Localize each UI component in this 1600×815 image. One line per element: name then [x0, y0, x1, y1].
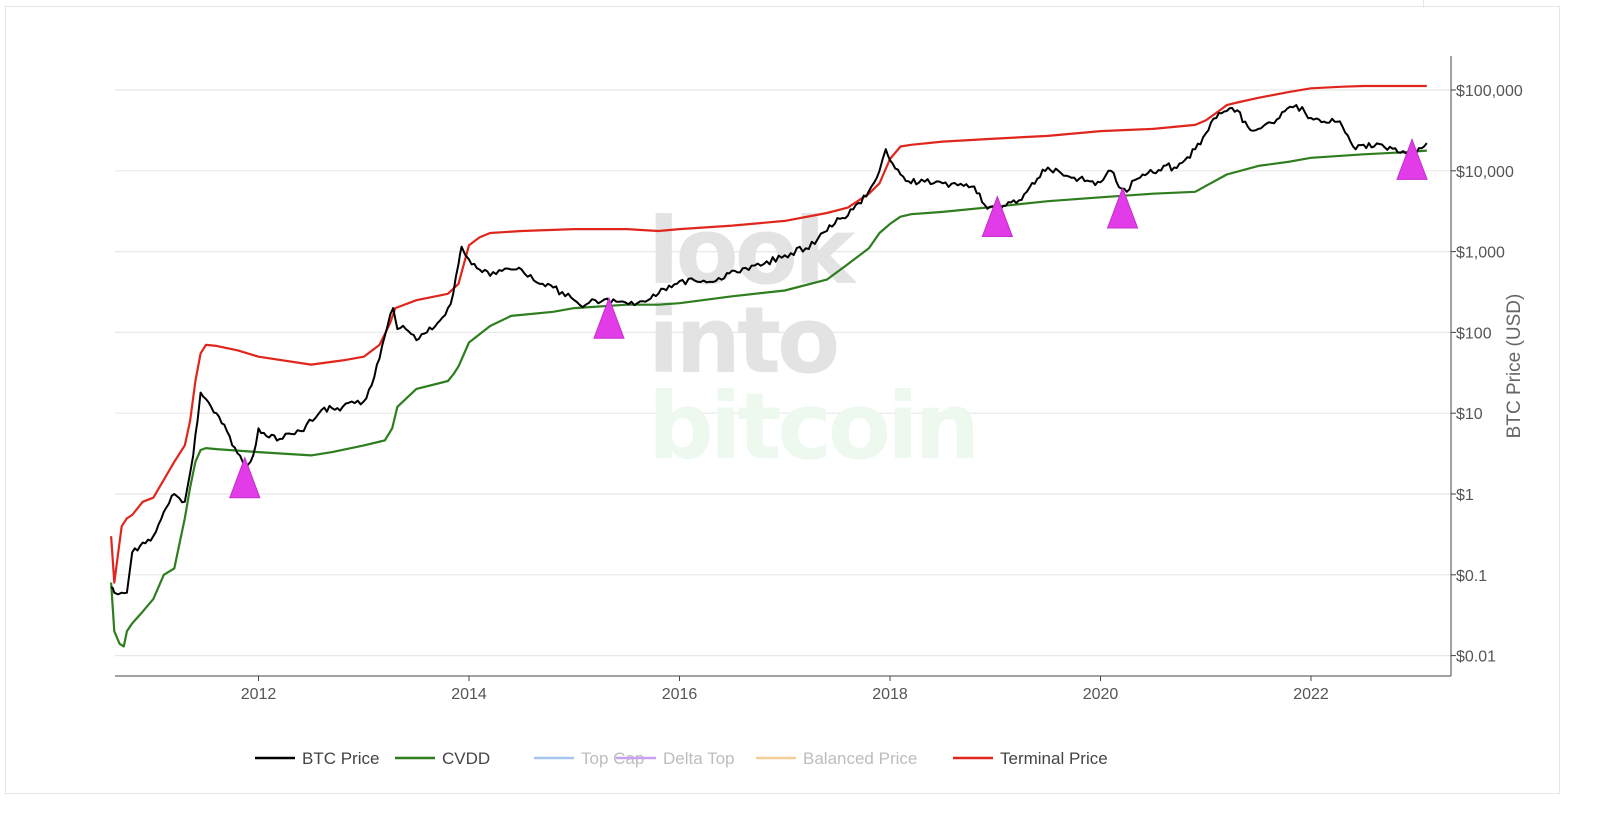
watermark: look into bitcoin — [648, 198, 980, 480]
chart-frame — [5, 6, 1560, 794]
y-tick-label: $0.01 — [1456, 649, 1496, 666]
legend-item-top-cap[interactable]: Top Cap — [534, 749, 644, 768]
btc-price-line — [110, 104, 1428, 596]
legend-item-balanced-price[interactable]: Balanced Price — [756, 749, 917, 768]
y-tick-label: $1,000 — [1456, 245, 1505, 262]
legend-item-delta-top[interactable]: Delta Top — [616, 749, 735, 768]
legend-label: Top Cap — [581, 749, 644, 768]
watermark-look: look — [648, 198, 857, 305]
watermark-bitcoin: bitcoin — [648, 373, 976, 480]
legend-item-cvdd[interactable]: CVDD — [395, 749, 490, 768]
watermark-into: into — [648, 287, 837, 394]
triangle-marker-4 — [1106, 186, 1139, 229]
annotation-markers — [229, 137, 1428, 499]
x-axis-ticks: 2012 2014 2016 2018 2020 2022 — [241, 676, 1329, 703]
x-tick-label: 2018 — [872, 686, 908, 703]
legend-label: Balanced Price — [803, 749, 917, 768]
legend-label: CVDD — [442, 749, 490, 768]
y-tick-label: $10 — [1456, 406, 1483, 423]
legend-item-terminal-price[interactable]: Terminal Price — [953, 749, 1108, 768]
y-axis-label: BTC Price (USD) — [1504, 294, 1525, 439]
legend-label: Terminal Price — [1000, 749, 1108, 768]
legend-label: BTC Price — [302, 749, 379, 768]
frame-divider — [1423, 0, 1424, 8]
gridlines — [115, 89, 1451, 657]
legend-item-btc-price[interactable]: BTC Price — [255, 749, 379, 768]
axes — [115, 56, 1452, 677]
legend: BTC Price CVDD Top Cap Delta Top Balanced Pr… — [255, 749, 1108, 768]
triangle-marker-3 — [981, 195, 1014, 238]
y-tick-label: $100 — [1456, 325, 1492, 342]
x-tick-label: 2022 — [1293, 686, 1329, 703]
y-tick-label: $10,000 — [1456, 164, 1514, 181]
x-tick-label: 2016 — [662, 686, 698, 703]
y-tick-label: $100,000 — [1456, 83, 1523, 100]
x-tick-label: 2014 — [451, 686, 487, 703]
terminal-price-line — [110, 84, 1427, 584]
triangle-marker-1 — [229, 456, 261, 499]
y-tick-label: $0.1 — [1456, 568, 1487, 585]
triangle-marker-5 — [1396, 137, 1428, 180]
legend-label: Delta Top — [663, 749, 735, 768]
y-axis-ticks: $0.01 $0.1 $1 $10 $100 $1,000 $10,000 $100,000 — [1451, 83, 1523, 666]
x-tick-label: 2012 — [241, 686, 277, 703]
series-lines — [110, 84, 1428, 648]
y-tick-label: $1 — [1456, 487, 1474, 504]
x-tick-label: 2020 — [1083, 686, 1119, 703]
cvdd-line — [110, 149, 1427, 648]
triangle-marker-2 — [593, 296, 625, 339]
